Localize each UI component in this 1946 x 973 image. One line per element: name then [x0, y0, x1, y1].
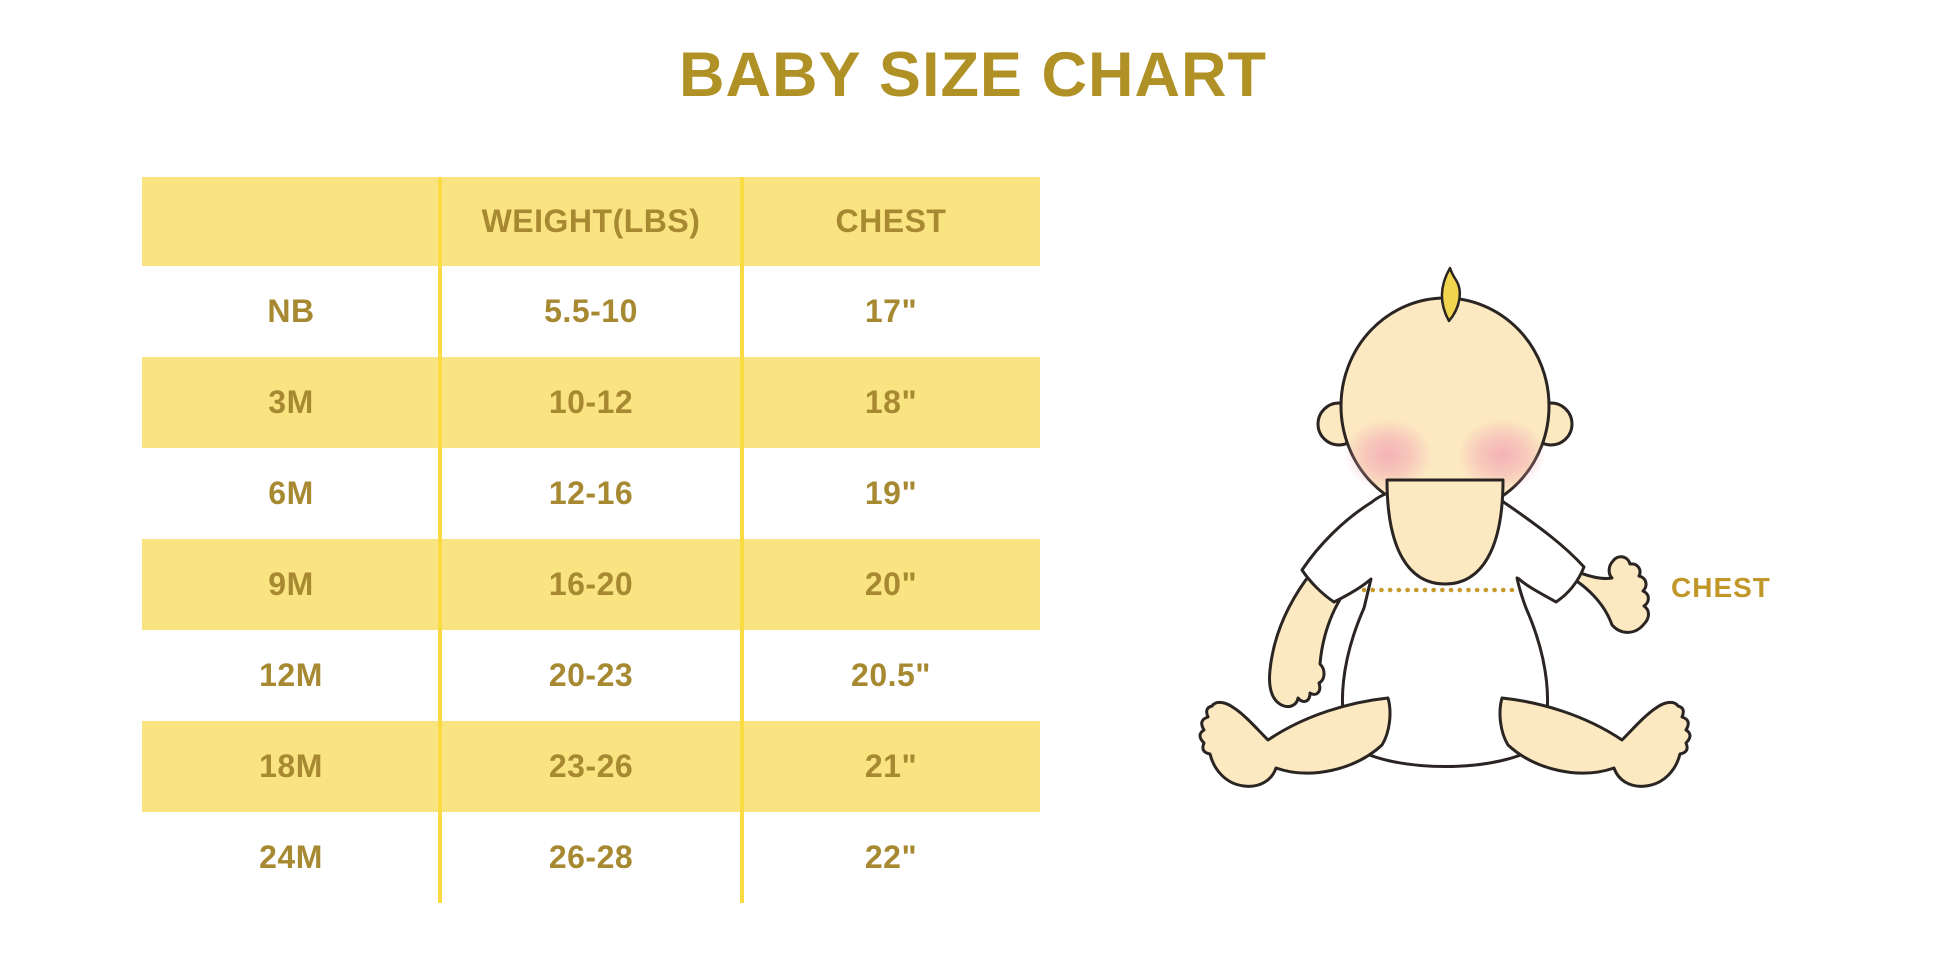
- size-cell: 3M: [268, 384, 314, 420]
- chest-cell: 17": [864, 293, 918, 329]
- left-cheek: [1344, 419, 1432, 491]
- chest-cell: 21": [864, 748, 918, 784]
- neck: [1385, 478, 1505, 586]
- size-cell: 12M: [259, 657, 323, 693]
- table-header-row: WEIGHT(LBS) CHEST: [142, 177, 1040, 266]
- table-row: 12M 20-23 20.5": [142, 630, 1040, 721]
- chest-cell: 18": [864, 384, 918, 420]
- weight-cell: 5.5-10: [544, 293, 638, 329]
- hair-curl-icon: [1440, 266, 1462, 323]
- weight-cell: 23-26: [548, 748, 634, 784]
- weight-cell: 12-16: [548, 475, 634, 511]
- chest-cell: 19": [864, 475, 918, 511]
- col-header-size: [142, 177, 440, 266]
- weight-cell: 10-12: [548, 384, 634, 420]
- size-cell: 24M: [259, 839, 323, 875]
- weight-cell: 26-28: [548, 839, 634, 875]
- table-row: 24M 26-28 22": [142, 812, 1040, 903]
- column-divider: [438, 177, 442, 903]
- size-cell: 9M: [268, 566, 314, 602]
- table-row: 9M 16-20 20": [142, 539, 1040, 630]
- size-cell: 18M: [259, 748, 323, 784]
- size-table: WEIGHT(LBS) CHEST NB 5.5-10 17" 3M 10-12…: [142, 177, 1040, 903]
- size-cell: 6M: [268, 475, 314, 511]
- page-title: BABY SIZE CHART: [679, 40, 1267, 110]
- weight-cell: 20-23: [548, 657, 634, 693]
- col-header-chest: CHEST: [835, 203, 947, 239]
- column-divider: [740, 177, 744, 903]
- chest-cell: 22": [864, 839, 918, 875]
- chest-label: CHEST: [1671, 572, 1771, 603]
- weight-cell: 16-20: [548, 566, 634, 602]
- table-row: 6M 12-16 19": [142, 448, 1040, 539]
- size-cell: NB: [267, 293, 315, 329]
- col-header-weight: WEIGHT(LBS): [481, 203, 701, 239]
- table-row: 3M 10-12 18": [142, 357, 1040, 448]
- left-leg: [1198, 696, 1392, 788]
- chest-cell: 20.5": [851, 657, 931, 693]
- right-cheek: [1458, 419, 1546, 491]
- table-row: NB 5.5-10 17": [142, 266, 1040, 357]
- chest-cell: 20": [864, 566, 918, 602]
- baby-illustration-svg: [1198, 266, 1692, 788]
- right-leg: [1498, 696, 1692, 788]
- baby-illustration: [1150, 240, 1830, 820]
- table-row: 18M 23-26 21": [142, 721, 1040, 812]
